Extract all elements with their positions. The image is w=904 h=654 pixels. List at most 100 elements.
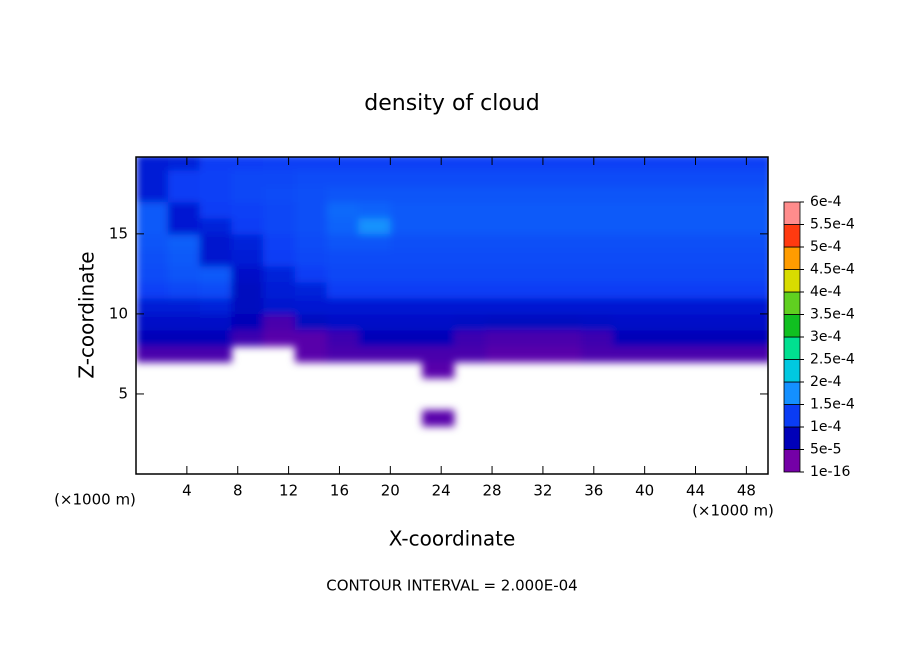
contour-cell bbox=[453, 329, 487, 347]
contour-cell bbox=[358, 345, 391, 363]
contour-cell bbox=[199, 281, 232, 299]
contour-cell bbox=[358, 281, 391, 299]
contour-cell bbox=[231, 249, 264, 267]
contour-cell bbox=[581, 169, 614, 187]
contour-cell bbox=[326, 201, 360, 219]
contour-cell bbox=[549, 313, 582, 331]
contour-cell bbox=[358, 157, 391, 171]
contour-cell bbox=[644, 169, 677, 187]
contour-cell bbox=[294, 281, 328, 299]
contour-cell bbox=[485, 313, 518, 331]
contour-cell bbox=[167, 185, 201, 203]
contour-cell bbox=[676, 157, 709, 171]
contour-cell bbox=[676, 329, 709, 347]
contour-cell bbox=[199, 201, 232, 219]
contour-cell bbox=[294, 249, 328, 267]
contour-cell bbox=[517, 329, 550, 347]
contour-cell bbox=[740, 201, 768, 219]
contour-cell bbox=[453, 233, 487, 251]
contour-cell bbox=[740, 249, 768, 267]
contour-cell bbox=[167, 313, 201, 331]
contour-cell bbox=[453, 313, 487, 331]
contour-cell bbox=[422, 169, 455, 187]
contour-cell bbox=[294, 345, 328, 363]
colorbar-label: 4e-4 bbox=[810, 284, 842, 300]
contour-cell bbox=[740, 185, 768, 203]
contour-cell bbox=[708, 169, 741, 187]
contour-cell bbox=[485, 265, 518, 283]
contour-cell bbox=[390, 233, 423, 251]
contour-cell bbox=[517, 233, 550, 251]
x-tick-label: 28 bbox=[483, 482, 502, 500]
contour-cell bbox=[612, 297, 646, 315]
contour-cell bbox=[581, 249, 614, 267]
contour-cell bbox=[136, 329, 169, 347]
colorbar-band bbox=[783, 381, 801, 405]
contour-cell bbox=[390, 169, 423, 187]
contour-cell bbox=[485, 185, 518, 203]
contour-cell bbox=[676, 185, 709, 203]
colorbar-label: 2e-4 bbox=[810, 374, 842, 390]
contour-cell bbox=[231, 169, 264, 187]
contour-cell bbox=[644, 185, 677, 203]
contour-cell bbox=[549, 265, 582, 283]
contour-cell bbox=[294, 265, 328, 283]
y-tick-label: 15 bbox=[109, 224, 128, 242]
contour-cell bbox=[263, 265, 296, 283]
y-tick-label: 5 bbox=[118, 384, 128, 402]
contour-cell bbox=[612, 265, 646, 283]
contour-cell bbox=[136, 217, 169, 235]
contour-cell bbox=[485, 201, 518, 219]
contour-cell bbox=[358, 297, 391, 315]
contour-cell bbox=[453, 345, 487, 363]
contour-cell bbox=[231, 217, 264, 235]
contour-cell bbox=[517, 217, 550, 235]
contour-cell bbox=[612, 185, 646, 203]
x-tick-label: 48 bbox=[737, 482, 756, 500]
contour-cell bbox=[167, 249, 201, 267]
contour-cell bbox=[136, 233, 169, 251]
contour-cell bbox=[581, 185, 614, 203]
contour-cell bbox=[581, 201, 614, 219]
contour-cell bbox=[549, 281, 582, 299]
x-tick-label: 16 bbox=[330, 482, 349, 500]
contour-cell bbox=[199, 345, 232, 363]
contour-cell bbox=[358, 329, 391, 347]
contour-cell bbox=[422, 201, 455, 219]
contour-cell bbox=[740, 281, 768, 299]
contour-cell bbox=[581, 233, 614, 251]
contour-cell bbox=[358, 201, 391, 219]
x-tick-label: 12 bbox=[279, 482, 298, 500]
contour-cell bbox=[549, 297, 582, 315]
colorbar-label: 3e-4 bbox=[810, 329, 842, 345]
colorbar-band bbox=[783, 291, 801, 315]
contour-cell bbox=[294, 313, 328, 331]
contour-cell bbox=[167, 217, 201, 235]
contour-cell bbox=[612, 249, 646, 267]
contour-cell bbox=[676, 233, 709, 251]
contour-cell bbox=[612, 217, 646, 235]
contour-cell bbox=[390, 345, 423, 363]
contour-cell bbox=[136, 249, 169, 267]
contour-cell bbox=[676, 201, 709, 219]
contour-cell bbox=[517, 249, 550, 267]
contour-cell bbox=[581, 345, 614, 363]
x-tick-label: 4 bbox=[182, 482, 192, 500]
contour-cell bbox=[453, 157, 487, 171]
contour-cell bbox=[263, 169, 296, 187]
contour-cell bbox=[390, 185, 423, 203]
colorbar-label: 5e-5 bbox=[810, 442, 841, 458]
contour-cell bbox=[740, 345, 768, 363]
contour-cell bbox=[294, 217, 328, 235]
contour-cell bbox=[740, 297, 768, 315]
contour-cell bbox=[136, 297, 169, 315]
colorbar-label: 3.5e-4 bbox=[810, 307, 855, 323]
y-axis-label: Z-coordinate bbox=[75, 251, 99, 378]
contour-cell bbox=[676, 281, 709, 299]
contour-cell bbox=[581, 217, 614, 235]
contour-cell bbox=[167, 329, 201, 347]
annotation: CONTOUR INTERVAL = 2.000E-04 bbox=[326, 577, 577, 595]
contour-cell bbox=[708, 265, 741, 283]
colorbar-band bbox=[783, 336, 801, 360]
